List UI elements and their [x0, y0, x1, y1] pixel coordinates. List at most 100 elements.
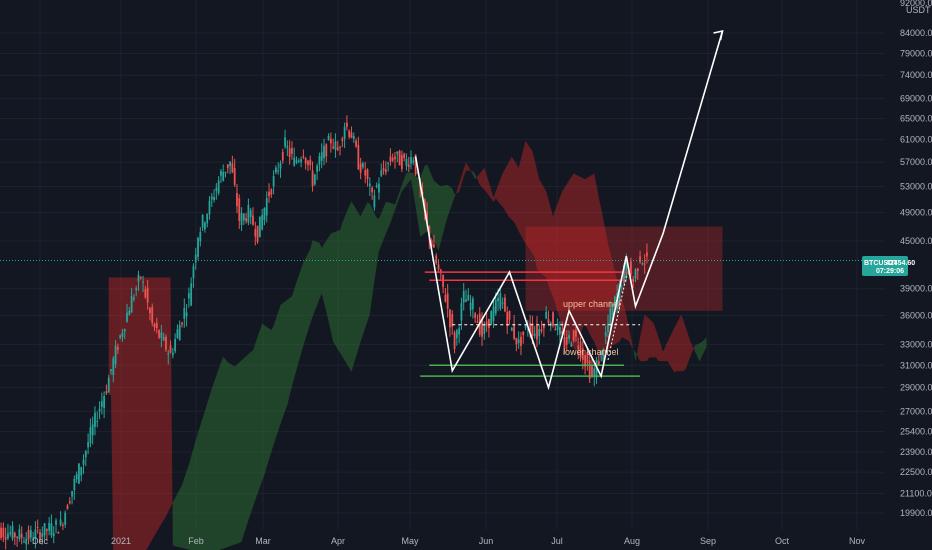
candle-body	[309, 159, 312, 166]
price-tick-label: 39000.00	[900, 284, 932, 294]
candle-body	[591, 365, 593, 376]
candle-body	[130, 296, 133, 313]
candle-body	[359, 163, 362, 173]
candle-body	[469, 302, 472, 311]
candle-body	[609, 308, 612, 324]
candle-body	[586, 352, 589, 364]
candle-body	[430, 240, 433, 248]
candle-body	[45, 529, 48, 531]
candle-body	[265, 198, 268, 216]
candle-body	[43, 523, 46, 536]
candle-body	[476, 321, 479, 323]
candle-body	[504, 297, 506, 312]
price-tick-label: 19900.00	[900, 508, 932, 518]
candle-body	[304, 157, 307, 164]
candle-body	[268, 191, 270, 197]
candle-body	[0, 527, 2, 538]
candle-body	[584, 354, 586, 367]
candle-body	[506, 312, 509, 326]
price-tick-label: 29000.00	[900, 382, 932, 392]
candle-body	[412, 160, 415, 163]
candle-body	[510, 327, 513, 331]
candle-body	[515, 337, 518, 345]
time-axis[interactable]: Dec 2021 Feb Mar Apr May Jun Jul Aug Sep Oct Nov	[32, 536, 866, 546]
candle-body	[549, 322, 552, 326]
candle-body	[23, 541, 25, 543]
ichimoku-cloud	[108, 140, 723, 550]
time-tick-label: Nov	[849, 536, 866, 546]
candle-body	[55, 520, 57, 525]
candle-body	[247, 204, 250, 223]
candle-body	[50, 523, 53, 536]
candle-body	[364, 169, 367, 176]
last-price-tag: BTCUSDT 42454.60 07:29:06	[862, 256, 915, 276]
candle-body	[453, 332, 456, 349]
countdown-label: 07:29:06	[876, 268, 904, 275]
candle-body	[190, 283, 193, 306]
candle-body	[34, 529, 37, 539]
candle-body	[174, 339, 177, 352]
candle-body	[94, 412, 96, 427]
candle-body	[327, 135, 330, 141]
candle-body	[398, 150, 401, 166]
price-tick-label: 65000.00	[900, 113, 932, 123]
candle-body	[240, 212, 243, 226]
candle-body	[632, 279, 635, 282]
candle-body	[623, 265, 625, 284]
candle-body	[139, 276, 142, 278]
candle-body	[279, 163, 282, 169]
candle-body	[119, 335, 122, 338]
candle-body	[575, 330, 577, 337]
annotations: upper channel lower channel	[563, 299, 620, 357]
price-tick-label: 21100.00	[900, 488, 932, 498]
candle-body	[318, 156, 321, 165]
candle-body	[630, 261, 632, 275]
candle-body	[275, 167, 277, 173]
candle-body	[64, 512, 67, 525]
quote-currency-label: USDT	[906, 5, 931, 15]
candle-body	[39, 532, 41, 541]
candle-body	[563, 336, 566, 350]
candle-body	[73, 478, 76, 491]
candle-body	[329, 139, 332, 144]
last-price-label: 42454.60	[886, 260, 915, 267]
cloud-bear-segment	[108, 277, 173, 550]
candle-body	[526, 328, 529, 330]
candle-body	[460, 303, 463, 321]
candle-body	[346, 122, 348, 127]
price-tick-label: 61000.00	[900, 135, 932, 145]
candle-body	[100, 401, 103, 407]
candle-body	[144, 289, 147, 298]
price-tick-label: 27000.00	[900, 406, 932, 416]
candle-body	[334, 141, 337, 150]
cloud-bull-segment	[472, 171, 478, 180]
candle-body	[471, 298, 474, 310]
candle-body	[410, 157, 412, 164]
candle-body	[368, 183, 371, 187]
candle-body	[245, 218, 248, 222]
candle-body	[107, 377, 110, 393]
candle-body	[68, 501, 71, 504]
candle-body	[391, 157, 394, 161]
candle-body	[291, 148, 293, 154]
candle-body	[78, 463, 80, 484]
candle-body	[224, 171, 227, 173]
candle-body	[581, 348, 584, 360]
candle-body	[199, 232, 202, 242]
candle-body	[57, 532, 60, 534]
time-tick-label: Sep	[700, 536, 716, 546]
candle-body	[96, 420, 99, 422]
candle-body	[556, 323, 559, 331]
candle-body	[490, 311, 493, 325]
price-axis[interactable]: 92000.00 USDT 84000.00 79000.00 74000.00 69…	[900, 0, 932, 518]
candle-body	[474, 313, 477, 318]
candle-body	[362, 163, 364, 168]
candle-body	[311, 170, 314, 187]
candle-body	[135, 288, 138, 291]
candle-body	[597, 361, 600, 366]
candle-body	[126, 312, 128, 322]
candle-body	[27, 529, 30, 540]
time-tick-label: May	[401, 536, 419, 546]
candle-body	[611, 306, 614, 321]
